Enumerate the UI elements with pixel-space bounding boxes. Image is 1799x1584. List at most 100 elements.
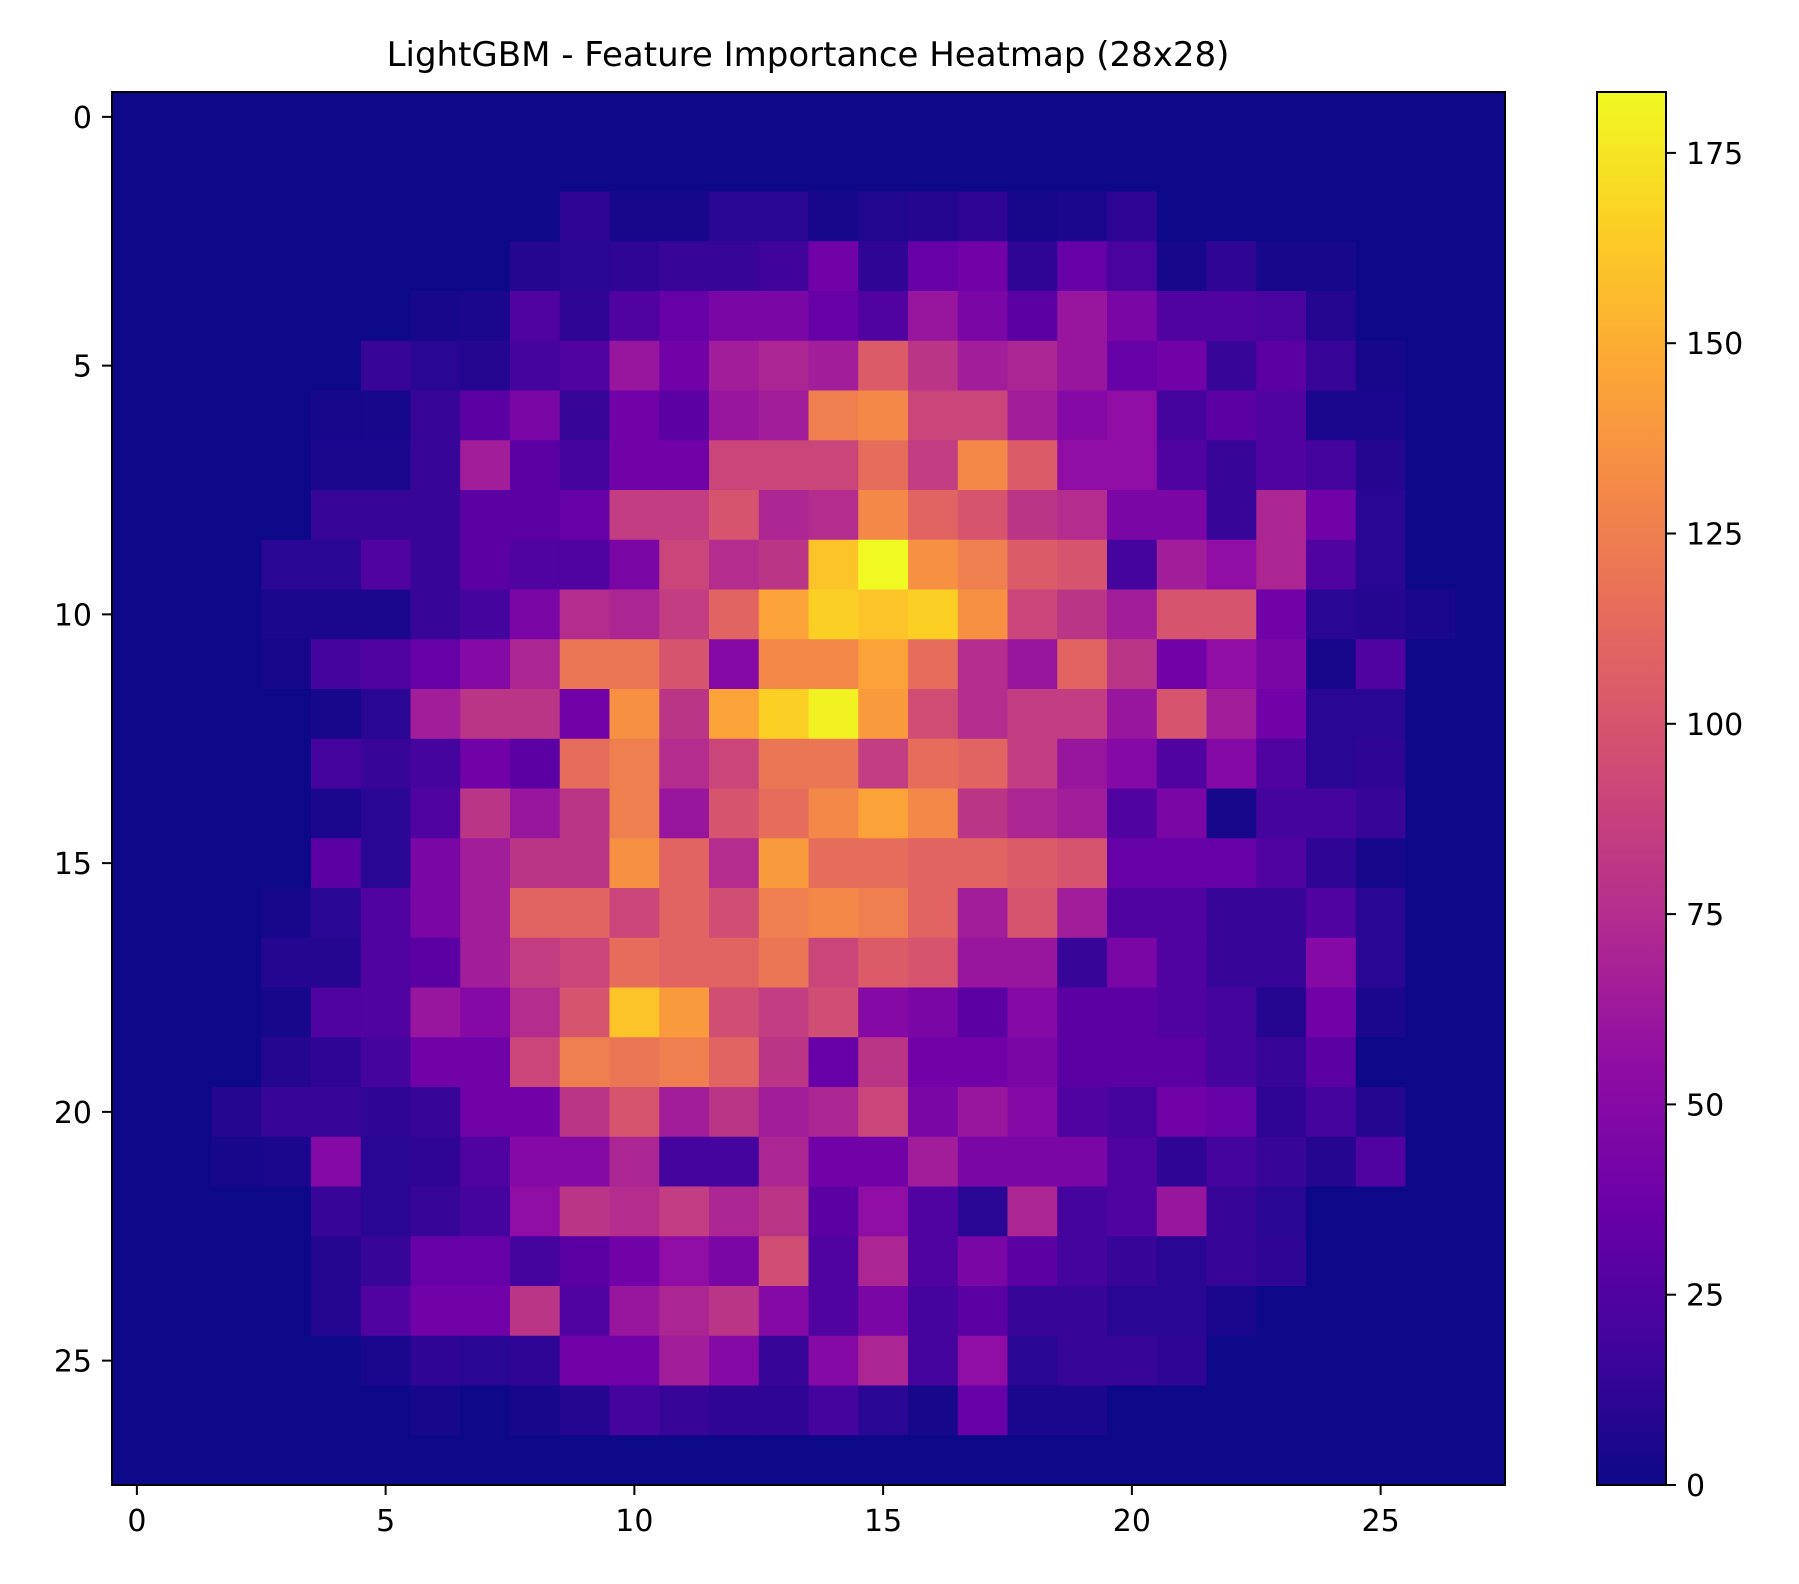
- heatmap-cell: [360, 440, 412, 491]
- heatmap-cell: [311, 987, 362, 1038]
- heatmap-cell: [1007, 838, 1058, 889]
- heatmap-cell: [261, 1335, 312, 1387]
- heatmap-cell: [559, 1335, 611, 1387]
- heatmap-cell: [112, 639, 163, 690]
- heatmap-cell: [460, 539, 511, 591]
- heatmap-cell: [410, 987, 461, 1038]
- heatmap-cell: [410, 788, 461, 839]
- heatmap-cell: [957, 838, 1009, 889]
- heatmap-cell: [360, 1286, 412, 1337]
- heatmap-cell: [161, 1037, 213, 1088]
- heatmap-cell: [659, 788, 710, 839]
- heatmap-cell: [161, 738, 213, 790]
- heatmap-cell: [161, 291, 213, 342]
- heatmap-cell: [161, 937, 213, 989]
- heatmap-cell: [858, 738, 909, 790]
- heatmap-cell: [609, 291, 660, 342]
- heatmap-cell: [957, 589, 1009, 640]
- heatmap-cell: [1206, 390, 1257, 441]
- heatmap-cell: [709, 92, 760, 143]
- heatmap-cell: [908, 589, 959, 640]
- heatmap-cell: [1156, 241, 1208, 292]
- heatmap-cell: [261, 539, 312, 591]
- heatmap-cell: [460, 1286, 511, 1337]
- heatmap-cell: [1206, 689, 1257, 740]
- heatmap-cell: [460, 191, 511, 242]
- heatmap-cell: [758, 689, 810, 740]
- heatmap-cell: [1455, 539, 1506, 591]
- heatmap-cell: [1455, 689, 1506, 740]
- heatmap-cell: [360, 1335, 412, 1387]
- heatmap-cell: [808, 639, 859, 690]
- heatmap-cell: [510, 1136, 561, 1188]
- heatmap-cell: [161, 689, 213, 740]
- heatmap-cell: [510, 241, 561, 292]
- heatmap-cell: [161, 838, 213, 889]
- heatmap-cell: [1057, 1087, 1108, 1138]
- heatmap-cell: [460, 888, 511, 939]
- heatmap-cell: [1107, 1286, 1158, 1337]
- heatmap-cell: [758, 888, 810, 939]
- heatmap-cell: [1455, 738, 1506, 790]
- heatmap-cell: [1355, 340, 1407, 392]
- heatmap-cell: [360, 539, 412, 591]
- heatmap-cell: [410, 92, 461, 143]
- heatmap-cell: [1206, 291, 1257, 342]
- heatmap-cell: [1206, 539, 1257, 591]
- heatmap-cell: [261, 191, 312, 242]
- heatmap-cell: [261, 639, 312, 690]
- heatmap-cell: [559, 987, 611, 1038]
- heatmap-cell: [957, 390, 1009, 441]
- heatmap-cell: [1405, 937, 1456, 989]
- heatmap-cell: [1256, 838, 1307, 889]
- heatmap-cell: [161, 639, 213, 690]
- heatmap-cell: [659, 589, 710, 640]
- heatmap-cell: [261, 390, 312, 441]
- heatmap-cell: [311, 1435, 362, 1486]
- heatmap-cell: [858, 92, 909, 143]
- heatmap-cell: [1355, 141, 1407, 193]
- heatmap-cell: [510, 589, 561, 640]
- heatmap-cell: [1306, 490, 1357, 541]
- heatmap-cell: [908, 639, 959, 690]
- heatmap-cell: [659, 1037, 710, 1088]
- heatmap-cell: [360, 639, 412, 690]
- heatmap-cell: [1107, 241, 1158, 292]
- heatmap-cell: [609, 639, 660, 690]
- heatmap-cell: [559, 1435, 611, 1486]
- heatmap-cell: [1057, 191, 1108, 242]
- heatmap-cell: [1306, 191, 1357, 242]
- heatmap-cell: [758, 937, 810, 989]
- heatmap-cell: [1256, 738, 1307, 790]
- heatmap-cell: [1405, 340, 1456, 392]
- heatmap-cell: [112, 92, 163, 143]
- heatmap-cell: [709, 490, 760, 541]
- heatmap-cell: [410, 291, 461, 342]
- heatmap-cell: [1107, 340, 1158, 392]
- heatmap-cell: [858, 937, 909, 989]
- heatmap-cell: [1206, 141, 1257, 193]
- heatmap-cell: [559, 1186, 611, 1237]
- heatmap-cell: [261, 1236, 312, 1287]
- heatmap-cell: [1156, 589, 1208, 640]
- heatmap-cell: [510, 291, 561, 342]
- heatmap-cell: [1156, 539, 1208, 591]
- heatmap-cell: [808, 738, 859, 790]
- heatmap-cell: [360, 1236, 412, 1287]
- heatmap-cell: [1455, 241, 1506, 292]
- heatmap-cell: [211, 937, 262, 989]
- heatmap-cell: [1256, 141, 1307, 193]
- heatmap-cell: [609, 1335, 660, 1387]
- heatmap-cell: [1007, 1335, 1058, 1387]
- heatmap-cell: [1405, 987, 1456, 1038]
- heatmap-cell: [659, 539, 710, 591]
- heatmap-cell: [1057, 738, 1108, 790]
- heatmap-cell: [709, 589, 760, 640]
- heatmap-cell: [360, 937, 412, 989]
- heatmap-cell: [360, 1037, 412, 1088]
- heatmap-cell: [1107, 589, 1158, 640]
- heatmap-cell: [858, 888, 909, 939]
- heatmap-cell: [659, 490, 710, 541]
- heatmap-cell: [460, 788, 511, 839]
- heatmap-cell: [1206, 1286, 1257, 1337]
